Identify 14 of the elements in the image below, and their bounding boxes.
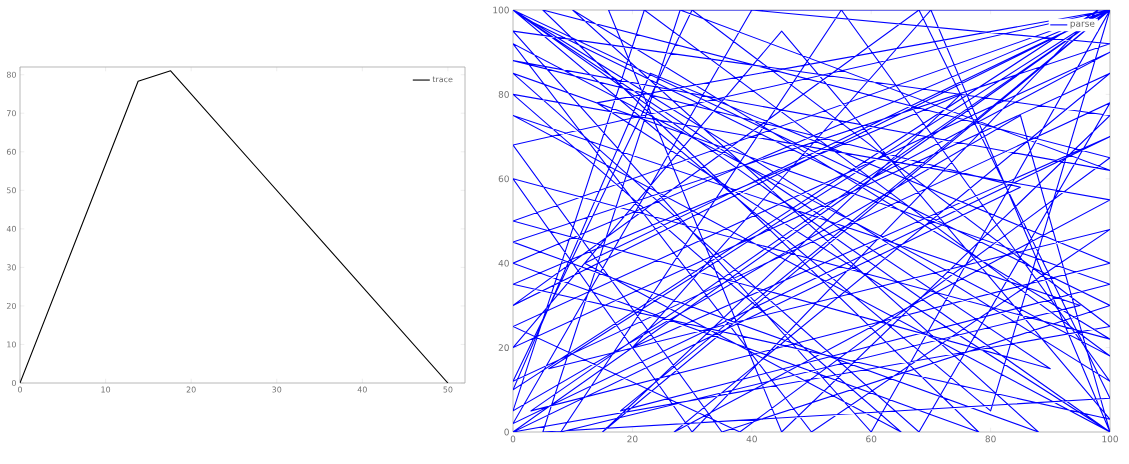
x-tick-label: 20 [627, 435, 638, 443]
x-tick-label: 60 [866, 435, 877, 443]
y-tick-label: 40 [498, 259, 509, 267]
y-tick-label: 20 [498, 344, 509, 351]
x-tick-label: 0 [510, 435, 516, 443]
y-tick-label: 80 [498, 91, 509, 98]
line-series [513, 10, 1111, 432]
y-tick-label: 100 [493, 6, 509, 14]
y-tick-label: 0 [504, 428, 509, 436]
legend-label: parse [1070, 21, 1095, 29]
x-tick-label: 100 [1102, 435, 1118, 443]
x-tick-label: 80 [985, 435, 996, 443]
x-tick-label: 40 [746, 435, 757, 443]
y-tick-label: 60 [498, 175, 509, 183]
